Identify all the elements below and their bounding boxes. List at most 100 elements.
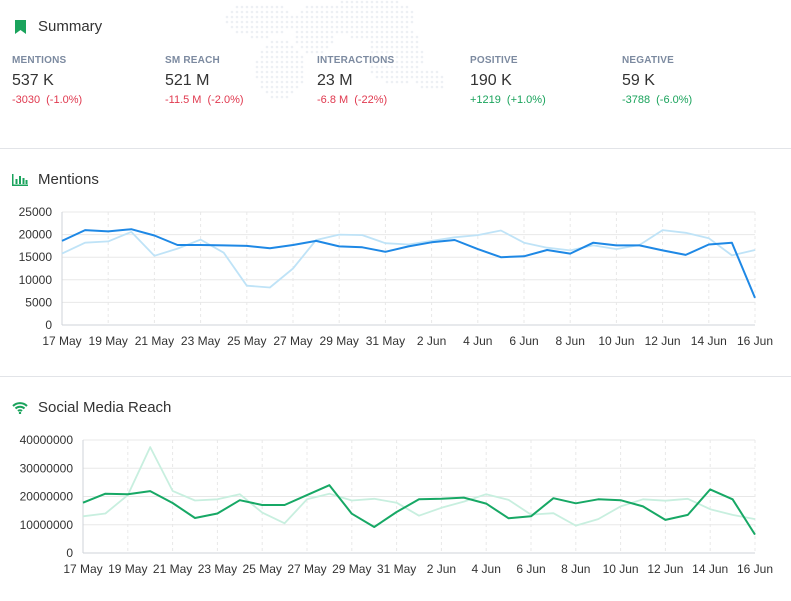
map-dot [310,35,314,39]
map-dot [310,45,314,49]
map-dot [410,70,414,74]
map-dot [385,25,389,29]
map-dot [400,5,404,9]
map-dot [245,20,249,24]
map-dot [360,0,364,4]
map-dot [320,35,324,39]
kpi-label: INTERACTIONS [317,55,395,66]
x-tick-label: 4 Jun [472,562,501,576]
map-dot [260,10,264,14]
kpi-value: 23 M [317,72,353,89]
map-dot [260,70,264,74]
map-dot [280,65,284,69]
map-dot [410,35,414,39]
map-dot [410,30,414,34]
map-dot [385,0,389,4]
map-dot [405,75,409,79]
map-dot [275,70,279,74]
map-dot [275,95,279,99]
map-dot [395,0,399,4]
map-dot [295,65,299,69]
map-dot [260,85,264,89]
map-dot [315,40,319,44]
map-dot [430,75,434,79]
map-dot [280,75,284,79]
map-dot [275,75,279,79]
map-dot [415,55,419,59]
map-dot [300,75,304,79]
map-dot [265,35,269,39]
map-dot [285,40,289,44]
map-dot [395,25,399,29]
map-dot [235,25,239,29]
map-dot [270,65,274,69]
kpi-delta-pct: (-2.0%) [207,94,244,106]
map-dot [275,80,279,84]
map-dot [370,15,374,19]
map-dot [410,40,414,44]
map-dot [395,30,399,34]
map-dot [370,60,374,64]
map-dot [260,5,264,9]
bar-chart-icon [12,172,28,188]
divider [0,376,791,377]
kpi-delta-abs: -3788 [622,94,651,106]
map-dot [385,20,389,24]
x-tick-label: 2 Jun [417,334,446,348]
kpi-delta-pct: (+1.0%) [506,94,546,106]
map-dot [420,50,424,54]
map-dot [245,30,249,34]
mentions-line-chart: 0 5000 10000 15000 20000 25000 17 May 19 May 21 … [19,205,773,348]
map-dot [415,65,419,69]
map-dot [370,45,374,49]
map-dot [385,70,389,74]
map-dot [395,65,399,69]
map-dot [350,10,354,14]
map-dot [360,30,364,34]
map-dot [295,85,299,89]
map-dot [400,35,404,39]
map-dot [325,10,329,14]
map-dot [270,55,274,59]
kpi-delta-abs: -11.5 M [165,94,202,106]
map-dot [440,85,444,89]
map-dot [370,40,374,44]
summary-title: Summary [38,18,103,35]
map-dot [410,10,414,14]
map-dot [390,0,394,4]
map-dot [300,10,304,14]
map-dot [375,0,379,4]
map-dot [390,50,394,54]
map-dot [320,50,324,54]
map-dot [260,75,264,79]
kpi-delta-abs: -3030 [12,94,41,106]
map-dot [265,20,269,24]
map-dot [385,60,389,64]
map-dot [225,15,229,19]
map-dot [390,45,394,49]
kpi-label: SM REACH [165,55,220,66]
map-dot [260,35,264,39]
map-dot [250,25,254,29]
map-dot [275,45,279,49]
map-dot [410,20,414,24]
divider [0,148,791,149]
map-dot [300,55,304,59]
map-dot [360,5,364,9]
map-dot [410,75,414,79]
map-dot [400,70,404,74]
map-dot [370,20,374,24]
map-dot [355,20,359,24]
map-dot [410,65,414,69]
map-dot [380,70,384,74]
map-dot [300,80,304,84]
map-dot [355,25,359,29]
map-dot [335,15,339,19]
map-dot [265,5,269,9]
map-dot [385,75,389,79]
map-dot [305,20,309,24]
kpi-delta: -11.5 M (-2.0%) [165,94,305,106]
mentions-title: Mentions [38,171,99,188]
map-dot [390,20,394,24]
map-dot [280,70,284,74]
